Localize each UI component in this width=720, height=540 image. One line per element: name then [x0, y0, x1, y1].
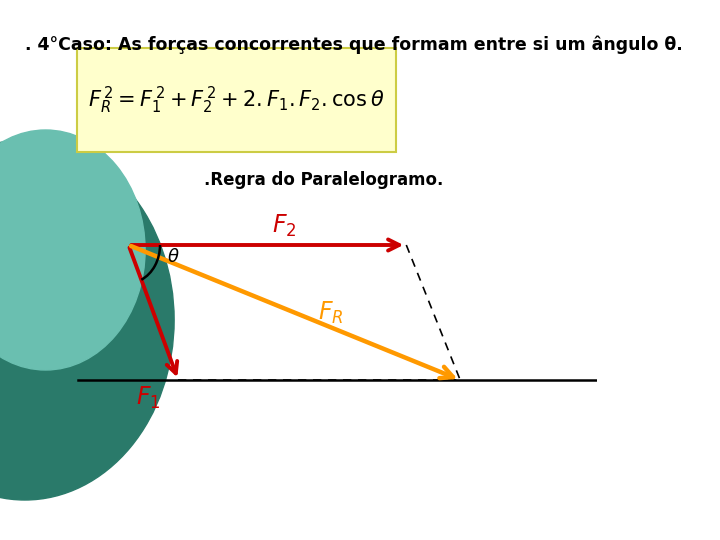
FancyBboxPatch shape: [77, 48, 395, 152]
Text: . 4°Caso: As forças concorrentes que formam entre si um ângulo θ.: . 4°Caso: As forças concorrentes que for…: [25, 35, 683, 53]
Text: $F_R^{\,2} = F_1^{\,2} + F_2^{\,2} + 2.F_1.F_2.\cos\theta$: $F_R^{\,2} = F_1^{\,2} + F_2^{\,2} + 2.F…: [88, 84, 384, 116]
Text: $F_2$: $F_2$: [271, 213, 296, 239]
Text: .Regra do Paralelogramo.: .Regra do Paralelogramo.: [204, 171, 443, 189]
Circle shape: [0, 140, 174, 500]
Circle shape: [0, 130, 145, 370]
Text: $F_1$: $F_1$: [135, 385, 160, 411]
Text: $\theta$: $\theta$: [166, 248, 179, 266]
Text: $F_R$: $F_R$: [318, 299, 343, 326]
